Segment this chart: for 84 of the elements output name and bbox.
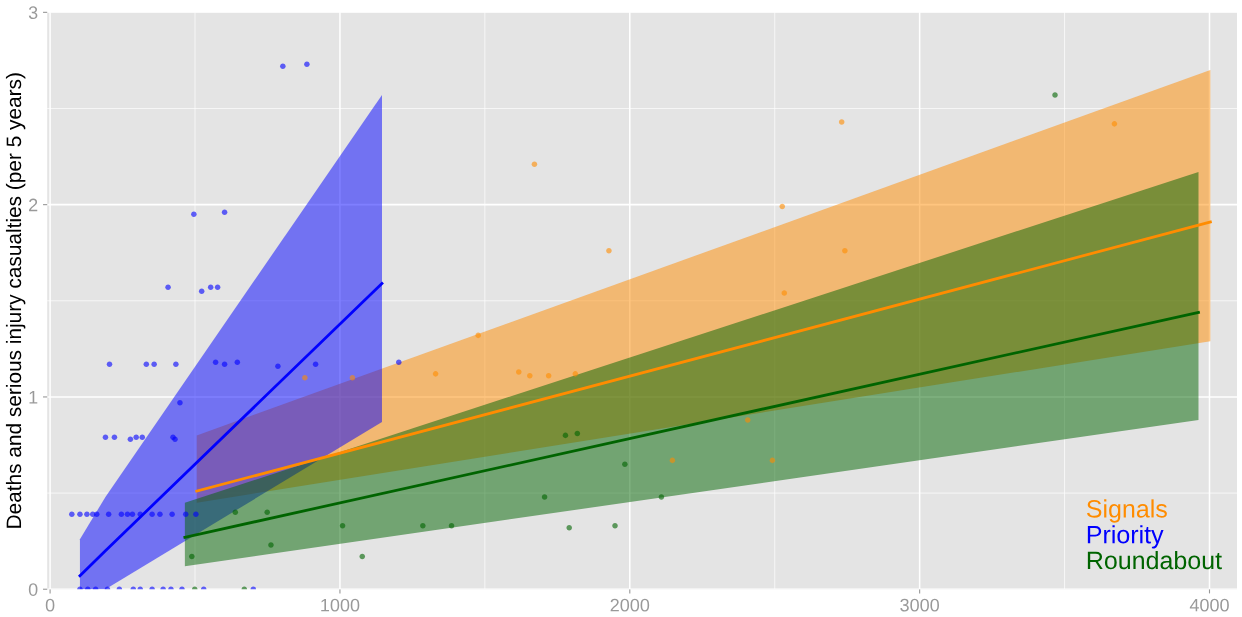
point bbox=[432, 371, 439, 377]
point bbox=[842, 248, 848, 254]
point bbox=[118, 511, 125, 518]
point bbox=[562, 432, 569, 439]
point bbox=[124, 511, 131, 518]
point bbox=[129, 511, 136, 518]
point bbox=[268, 542, 274, 548]
y-tick-label: 3 bbox=[28, 6, 38, 20]
text: Priority bbox=[1087, 525, 1164, 549]
point bbox=[102, 434, 109, 441]
point bbox=[612, 523, 618, 529]
point bbox=[133, 434, 139, 441]
point bbox=[111, 434, 118, 441]
point bbox=[359, 553, 366, 560]
point bbox=[151, 361, 157, 368]
point bbox=[622, 461, 628, 468]
point bbox=[396, 359, 402, 366]
point bbox=[221, 361, 228, 368]
point bbox=[149, 511, 155, 518]
point bbox=[838, 119, 845, 125]
point bbox=[234, 359, 241, 366]
point bbox=[304, 61, 310, 68]
point bbox=[1111, 121, 1118, 127]
point bbox=[127, 436, 134, 443]
x-tick-label: 3000 bbox=[900, 598, 940, 612]
point bbox=[541, 494, 548, 500]
text: Roundabout bbox=[1087, 550, 1222, 570]
point bbox=[169, 511, 175, 518]
point bbox=[173, 361, 179, 368]
point bbox=[143, 361, 150, 368]
point bbox=[669, 457, 676, 464]
point bbox=[157, 511, 163, 518]
point bbox=[139, 434, 146, 441]
point bbox=[779, 203, 786, 210]
point bbox=[349, 374, 356, 381]
point bbox=[212, 359, 219, 366]
point bbox=[769, 457, 776, 464]
point bbox=[531, 161, 538, 168]
point bbox=[280, 63, 286, 69]
y-tick-label: 1 bbox=[29, 391, 38, 404]
point bbox=[744, 417, 751, 423]
point bbox=[165, 284, 171, 291]
point bbox=[420, 523, 426, 529]
x-tick-label: 2000 bbox=[610, 598, 650, 612]
point bbox=[182, 511, 189, 518]
text: Signals bbox=[1086, 499, 1167, 523]
y-axis-title: Deaths and serious injury casualties (per 5 years) bbox=[5, 73, 26, 528]
point bbox=[572, 371, 579, 377]
point bbox=[69, 511, 75, 518]
point bbox=[106, 361, 113, 368]
point bbox=[207, 284, 214, 291]
point bbox=[214, 284, 221, 291]
point bbox=[527, 373, 533, 379]
point bbox=[198, 288, 205, 294]
point bbox=[93, 511, 100, 518]
point bbox=[545, 373, 552, 379]
point bbox=[516, 369, 522, 375]
point bbox=[781, 290, 788, 296]
x-tick-label: 0 bbox=[45, 598, 55, 612]
x-tick-label: 4000 bbox=[1189, 598, 1229, 612]
point bbox=[275, 363, 281, 369]
point bbox=[339, 523, 346, 529]
point bbox=[1052, 92, 1058, 98]
point bbox=[658, 494, 665, 500]
point bbox=[77, 511, 83, 518]
point bbox=[232, 509, 239, 516]
point bbox=[105, 511, 112, 518]
point bbox=[475, 332, 481, 339]
point bbox=[566, 524, 572, 531]
point bbox=[177, 399, 183, 406]
point bbox=[448, 523, 455, 529]
x-tick-label: 1000 bbox=[321, 598, 360, 612]
point bbox=[221, 209, 228, 216]
point bbox=[312, 361, 319, 368]
point bbox=[193, 511, 199, 518]
point bbox=[191, 211, 197, 218]
point bbox=[606, 248, 612, 254]
y-tick-label: 2 bbox=[29, 198, 38, 212]
point bbox=[574, 430, 581, 437]
point bbox=[264, 509, 270, 516]
y-tick-label: 0 bbox=[28, 583, 38, 596]
point bbox=[189, 553, 195, 560]
point bbox=[302, 374, 308, 381]
point bbox=[84, 511, 90, 518]
